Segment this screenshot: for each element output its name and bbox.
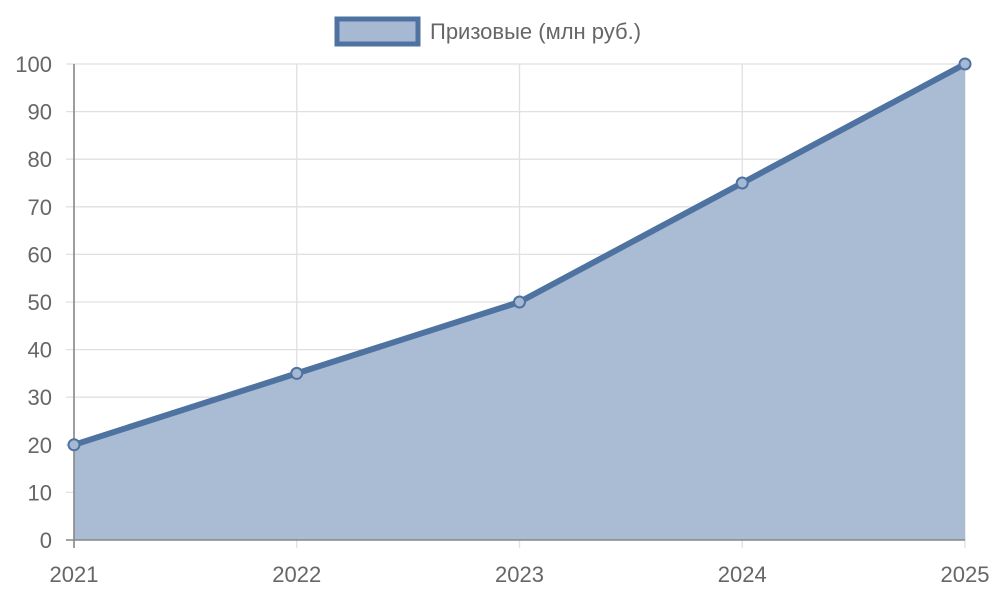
data-point[interactable]: [290, 366, 304, 380]
y-tick-label: 100: [15, 52, 52, 77]
legend-label: Призовые (млн руб.): [430, 19, 641, 44]
x-tick-label: 2023: [495, 562, 544, 587]
data-point[interactable]: [958, 57, 972, 71]
data-point[interactable]: [735, 176, 749, 190]
y-tick-label: 0: [40, 528, 52, 553]
y-tick-label: 60: [28, 242, 52, 267]
data-point[interactable]: [67, 438, 81, 452]
y-tick-label: 50: [28, 290, 52, 315]
y-tick-label: 80: [28, 147, 52, 172]
y-tick-label: 90: [28, 100, 52, 125]
legend-swatch: [334, 16, 421, 47]
x-axis-tick-labels: 2021 2022 2023 2024 2025: [50, 562, 990, 587]
axes: [66, 64, 965, 548]
y-tick-label: 30: [28, 385, 52, 410]
data-points: [67, 57, 972, 452]
x-tick-label: 2024: [718, 562, 767, 587]
y-tick-label: 70: [28, 195, 52, 220]
x-tick-label: 2022: [272, 562, 321, 587]
y-axis-tick-labels: 0 10 20 30 40 50 60 70 80 90 100: [15, 52, 52, 553]
legend[interactable]: Призовые (млн руб.): [334, 16, 641, 47]
y-tick-label: 40: [28, 338, 52, 363]
data-point[interactable]: [513, 295, 526, 309]
y-tick-label: 20: [28, 433, 52, 458]
x-tick-label: 2021: [50, 562, 99, 587]
y-tick-label: 10: [28, 480, 52, 505]
x-tick-label: 2025: [941, 562, 990, 587]
